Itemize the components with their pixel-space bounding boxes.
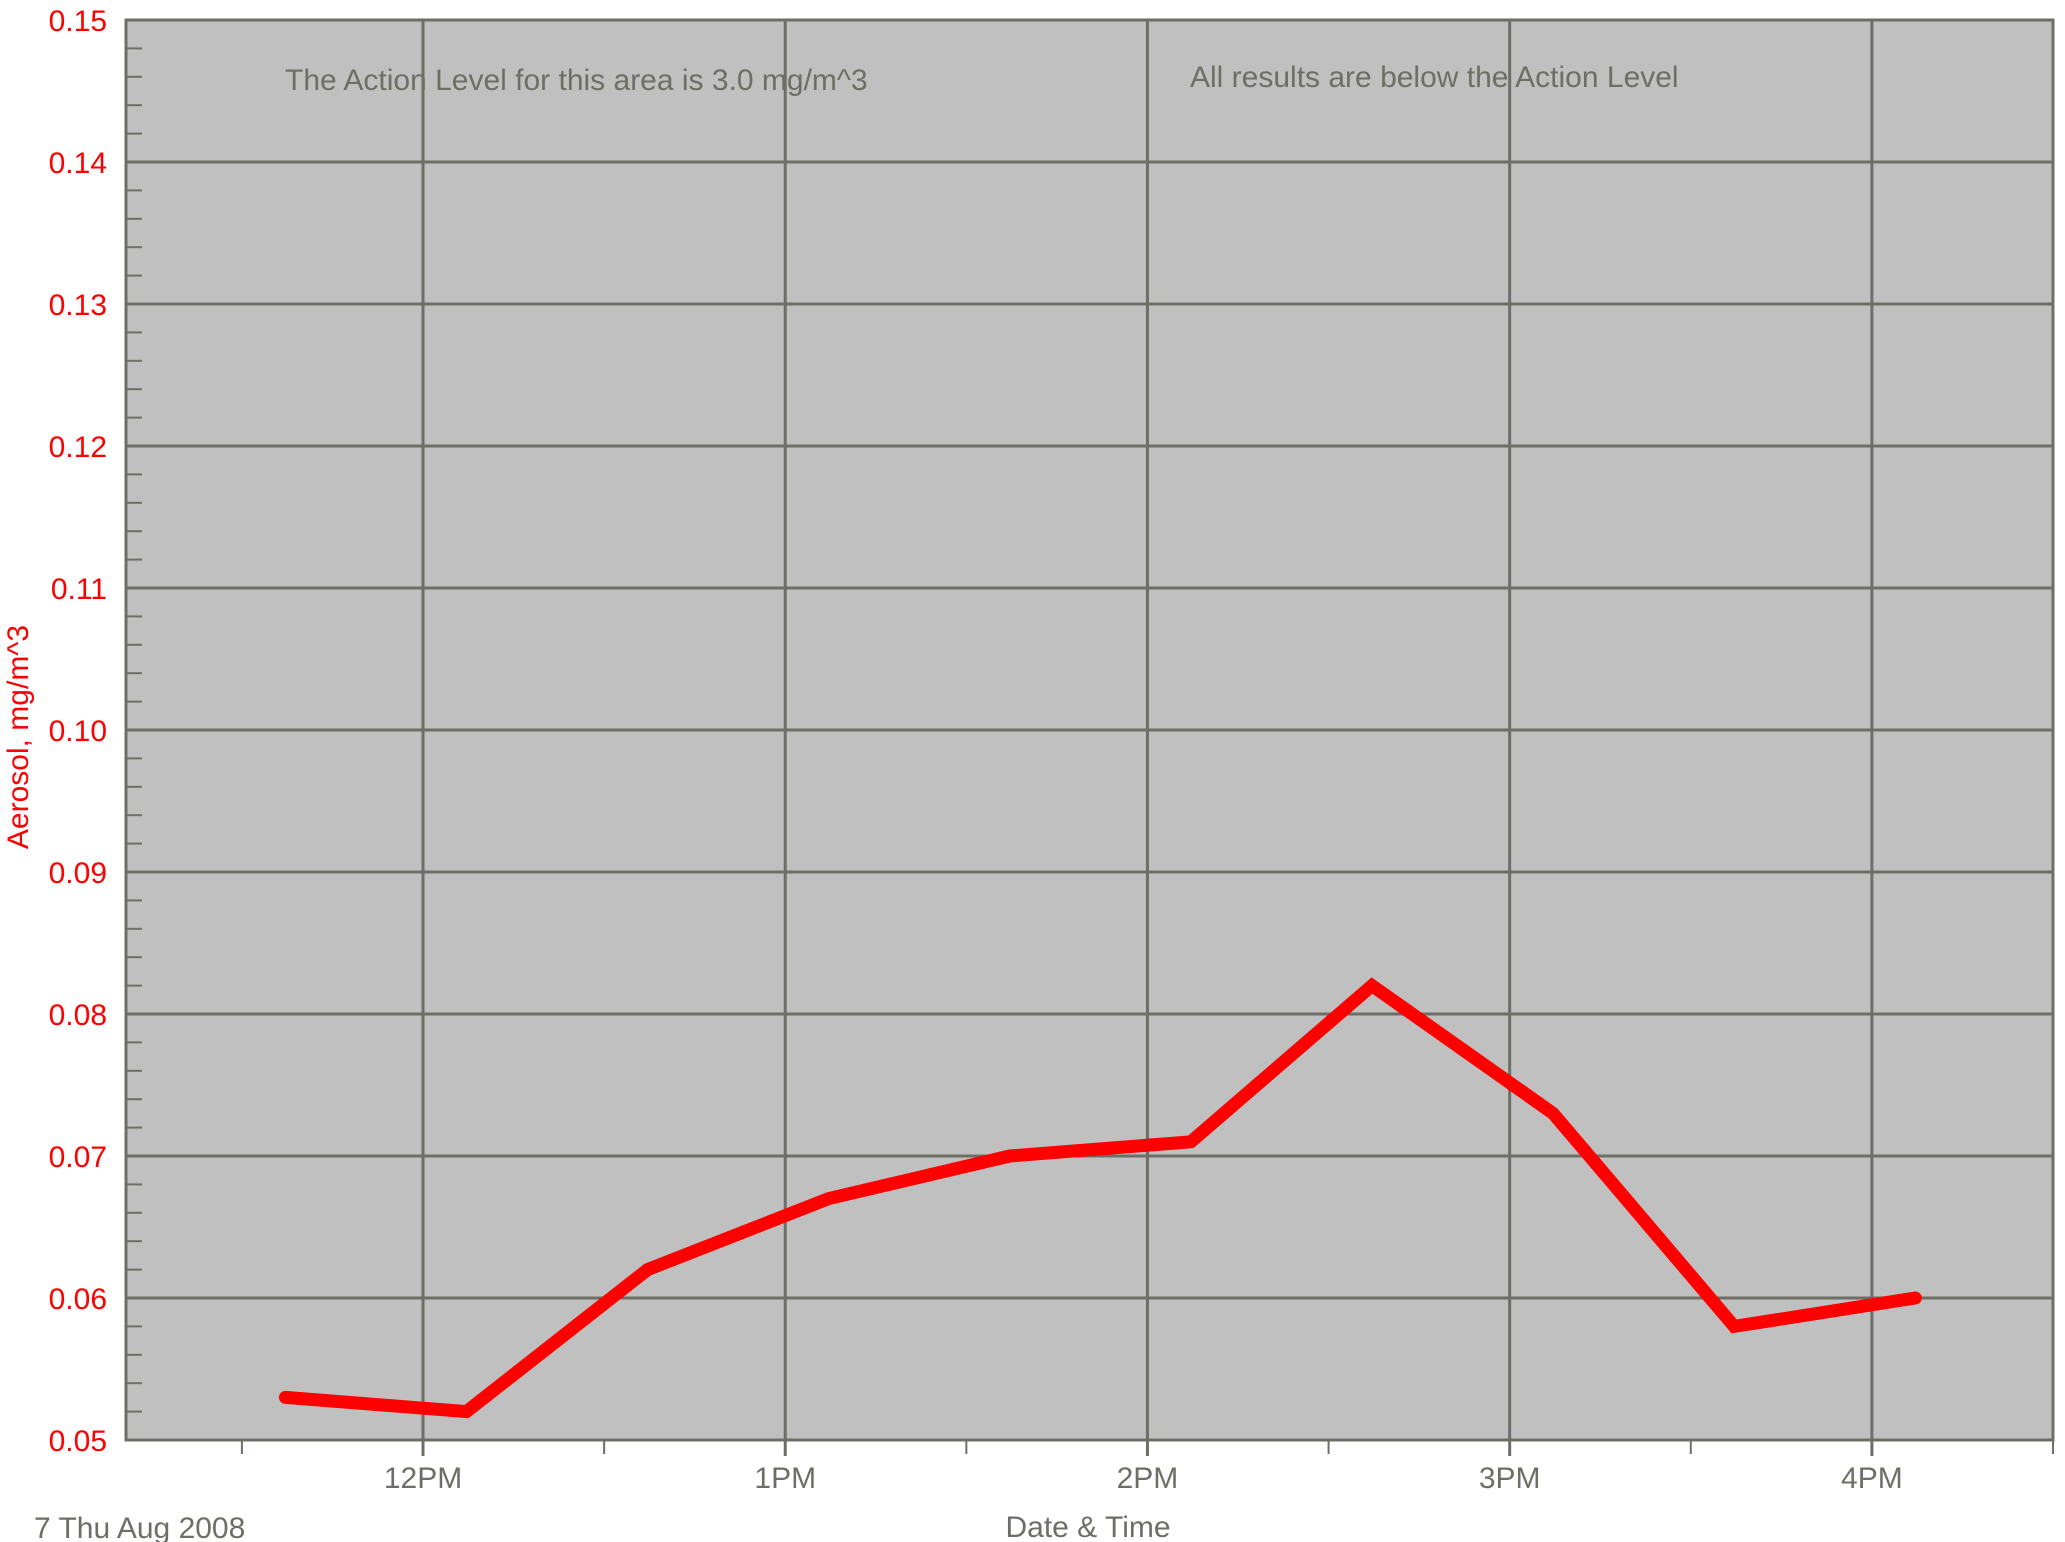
x-minor-ticks — [240, 1440, 2054, 1454]
y-tick-label: 0.06 — [49, 1283, 107, 1316]
annotation-action-level: The Action Level for this area is 3.0 mg… — [285, 64, 868, 97]
y-minor-ticks — [126, 47, 142, 1441]
y-tick-label: 0.08 — [49, 999, 107, 1032]
y-tick-labels: 0.05 0.06 0.07 0.08 0.09 0.10 0.11 0.12 0.13 0.14… — [49, 5, 107, 1458]
y-tick-label: 0.10 — [49, 715, 107, 748]
annotation-below-level: All results are below the Action Level — [1190, 61, 1679, 94]
y-tick-label: 0.11 — [51, 573, 107, 606]
y-axis-label: Aerosol, mg/m^3 — [2, 625, 35, 849]
x-tick-label: 2PM — [1117, 1462, 1179, 1495]
x-tick-label: 3PM — [1479, 1462, 1541, 1495]
y-tick-label: 0.15 — [49, 5, 107, 38]
x-tick-label: 4PM — [1841, 1462, 1903, 1495]
x-tick-label: 12PM — [384, 1462, 462, 1495]
x-tick-labels: 12PM 1PM 2PM 3PM 4PM — [384, 1462, 1903, 1495]
y-tick-label: 0.05 — [49, 1425, 107, 1458]
series-line — [278, 977, 1922, 1419]
y-tick-label: 0.12 — [49, 431, 107, 464]
y-tick-label: 0.07 — [49, 1141, 107, 1174]
series-group — [278, 977, 1922, 1419]
y-tick-label: 0.13 — [49, 289, 107, 322]
y-tick-label: 0.14 — [49, 147, 107, 180]
plot-frame — [124, 18, 2055, 1442]
x-axis-label: Date & Time — [1005, 1511, 1170, 1542]
date-label: 7 Thu Aug 2008 — [34, 1512, 245, 1542]
x-tick-label: 1PM — [754, 1462, 816, 1495]
y-tick-label: 0.09 — [49, 857, 107, 890]
